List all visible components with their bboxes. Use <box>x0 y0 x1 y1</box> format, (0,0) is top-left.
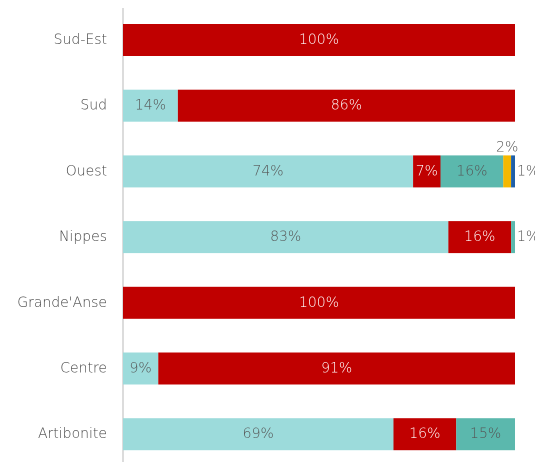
category-label: Artibonite <box>38 426 107 442</box>
value-label: 74% <box>252 163 283 179</box>
value-label: 91% <box>321 361 352 377</box>
value-label: 2% <box>496 139 518 155</box>
bar-segment <box>158 352 515 385</box>
value-label: 1% <box>517 163 535 179</box>
value-label: 9% <box>130 361 152 377</box>
bar-segment <box>393 418 457 451</box>
bar-segment <box>123 155 414 188</box>
bar-segment <box>511 155 515 188</box>
bar-segment <box>123 418 394 451</box>
value-label: 15% <box>470 426 501 442</box>
category-label: Sud <box>80 98 107 114</box>
category-label: Nippes <box>59 229 107 245</box>
bar-segment <box>448 221 512 254</box>
bar-segment <box>413 155 441 188</box>
category-label: Sud-Est <box>54 32 107 48</box>
bar-segment <box>511 221 515 254</box>
value-label: 86% <box>331 98 362 114</box>
bar-segment <box>123 352 159 385</box>
bar-segment <box>503 155 512 188</box>
bar-segment <box>440 155 504 188</box>
value-label: 69% <box>243 426 274 442</box>
bar-segment <box>123 24 515 56</box>
value-label: 83% <box>270 229 301 245</box>
category-label: Centre <box>60 361 107 377</box>
value-label: 1% <box>517 229 535 245</box>
value-label: 100% <box>299 295 339 311</box>
value-label: 16% <box>456 163 487 179</box>
value-label: 16% <box>464 229 495 245</box>
bar-segment <box>123 221 449 254</box>
category-label: Ouest <box>66 163 107 179</box>
category-label: Grande'Anse <box>17 295 107 311</box>
bar-segment <box>123 89 178 122</box>
value-label: 14% <box>135 98 166 114</box>
bar-segment <box>123 286 515 319</box>
value-label: 7% <box>416 163 438 179</box>
bar-segment <box>177 89 515 122</box>
bar-segment <box>456 418 515 451</box>
value-label: 100% <box>299 32 339 48</box>
value-label: 16% <box>409 426 440 442</box>
